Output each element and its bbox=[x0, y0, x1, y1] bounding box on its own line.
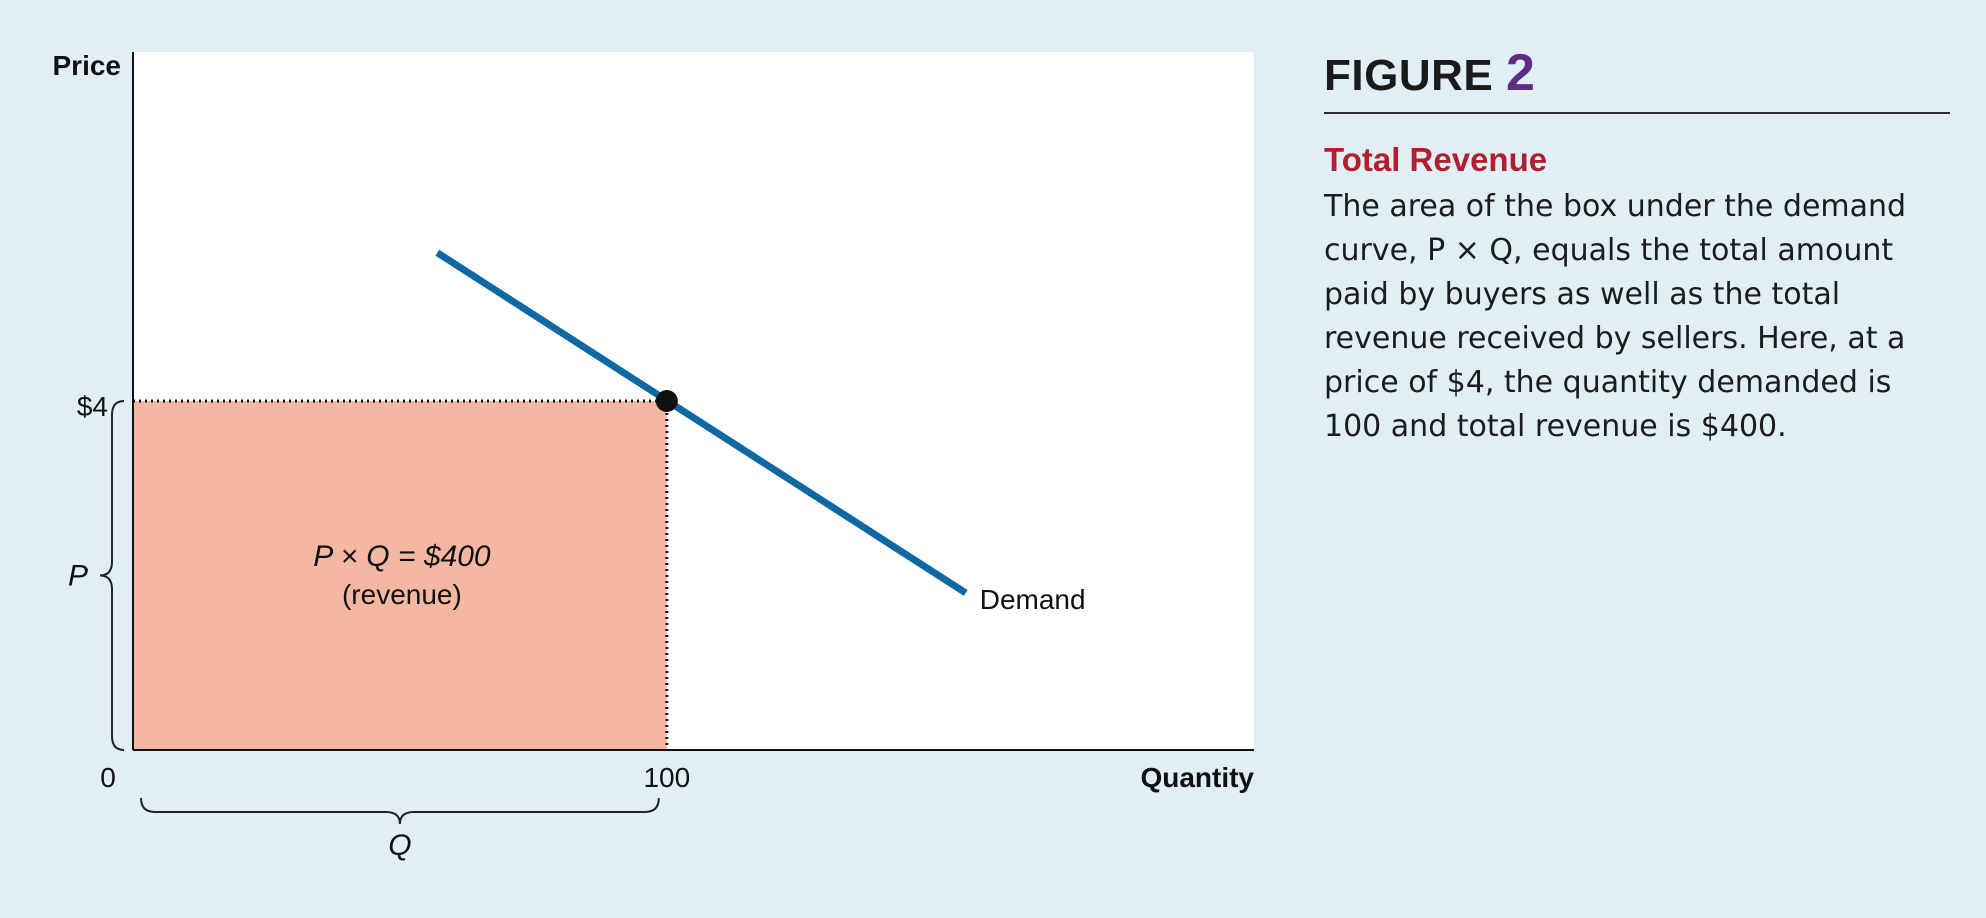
demand-line bbox=[435, 249, 968, 596]
revenue-note-label: (revenue) bbox=[342, 579, 462, 610]
price-brace-label: P bbox=[68, 560, 88, 593]
quantity-brace bbox=[140, 797, 660, 825]
x-tick-label-100: 100 bbox=[643, 762, 690, 793]
demand-label: Demand bbox=[980, 584, 1086, 615]
price-brace bbox=[99, 400, 125, 751]
x-axis-label: Quantity bbox=[1140, 762, 1254, 793]
quantity-brace-label: Q bbox=[388, 829, 411, 862]
y-tick-label-4: $4 bbox=[77, 391, 108, 422]
equilibrium-point bbox=[655, 390, 678, 412]
caption-body: The area of the box under the demand cur… bbox=[1324, 189, 1907, 445]
figure-label: FIGURE bbox=[1324, 51, 1494, 100]
caption-title: Total Revenue bbox=[1324, 140, 1548, 178]
revenue-box bbox=[133, 401, 667, 750]
figure-heading: FIGURE 2 bbox=[1324, 44, 1950, 114]
origin-label: 0 bbox=[100, 762, 116, 793]
y-axis-label: Price bbox=[53, 50, 122, 81]
figure-number: 2 bbox=[1505, 44, 1536, 102]
revenue-formula-label: P × Q = $400 bbox=[313, 540, 491, 573]
figure-caption-panel: FIGURE 2 Total Revenue The area of the b… bbox=[1324, 44, 1950, 449]
